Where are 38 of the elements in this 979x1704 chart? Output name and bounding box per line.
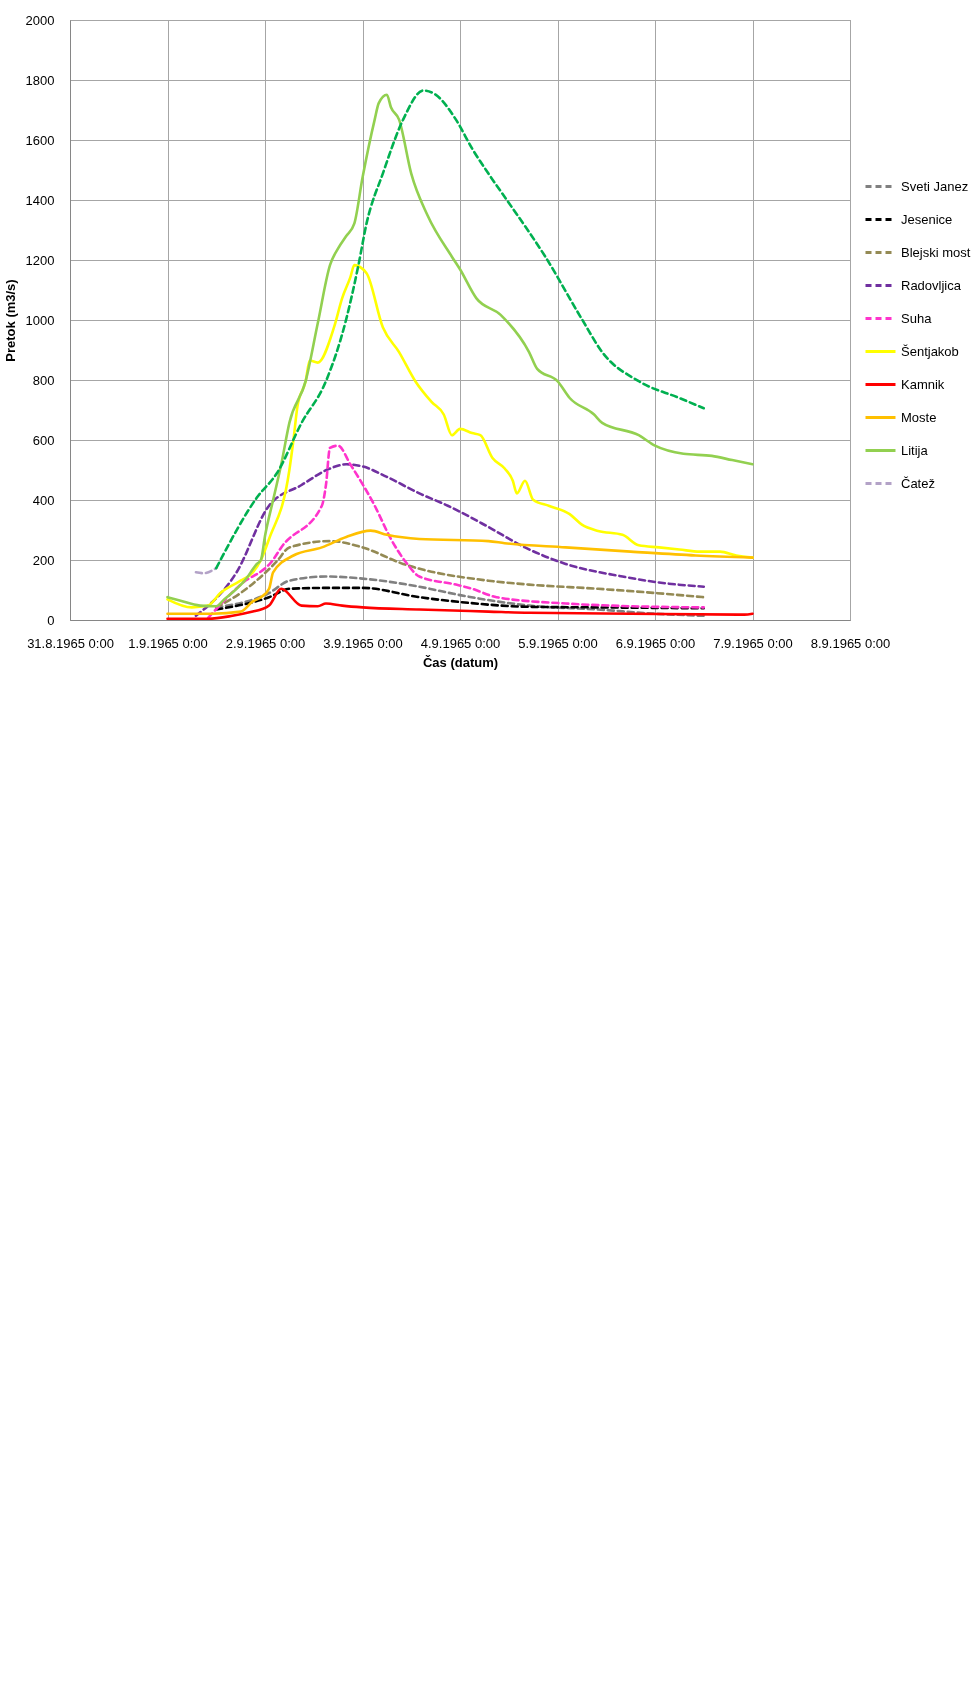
x-axis-title: Čas (datum) [422, 654, 499, 670]
line-series [214, 586, 706, 611]
legend-label: Jesenice [901, 211, 953, 227]
y-tick-label: 2000 [25, 12, 55, 28]
y-tick-label: 800 [32, 372, 55, 388]
line-series [166, 587, 754, 621]
y-tick-label: 0 [47, 612, 55, 628]
x-tick-label: 7.9.1965 0:00 [713, 635, 793, 651]
legend-label: Čatež [901, 475, 935, 491]
x-tick-label: 5.9.1965 0:00 [518, 635, 598, 651]
x-tick-label: 1.9.1965 0:00 [128, 635, 208, 651]
x-tick-label: 6.9.1965 0:00 [615, 635, 696, 651]
legend-label: Radovljica [901, 277, 962, 293]
y-tick-label: 600 [32, 432, 55, 448]
legend-label: Sveti Janez [901, 178, 969, 194]
legend-label: Kamnik [901, 376, 945, 392]
line-series [166, 529, 754, 615]
y-axis-title: Pretok (m3/s) [2, 279, 18, 362]
legend-label: Suha [901, 310, 933, 326]
x-tick-label: 3.9.1965 0:00 [323, 635, 403, 651]
y-tick-label: 1200 [25, 252, 55, 268]
x-tick-label: 2.9.1965 0:00 [225, 635, 306, 651]
x-tick-label: 31.8.1965 0:00 [27, 635, 114, 651]
y-tick-label: 1000 [25, 312, 55, 328]
y-tick-label: 1600 [25, 132, 55, 148]
x-tick-label: 4.9.1965 0:00 [420, 635, 501, 651]
y-tick-label: 400 [32, 492, 55, 508]
legend-label: Moste [901, 409, 937, 425]
y-tick-label: 1400 [25, 192, 55, 208]
line-series [214, 539, 706, 609]
line-series [166, 93, 754, 608]
line-series [214, 89, 706, 570]
legend-label: Šentjakob [901, 343, 959, 359]
legend-label: Blejski most [901, 244, 971, 260]
x-tick-label: 8.9.1965 0:00 [810, 635, 891, 651]
y-tick-label: 200 [32, 552, 55, 568]
legend-label: Litija [901, 442, 929, 458]
y-tick-label: 1800 [25, 72, 55, 88]
